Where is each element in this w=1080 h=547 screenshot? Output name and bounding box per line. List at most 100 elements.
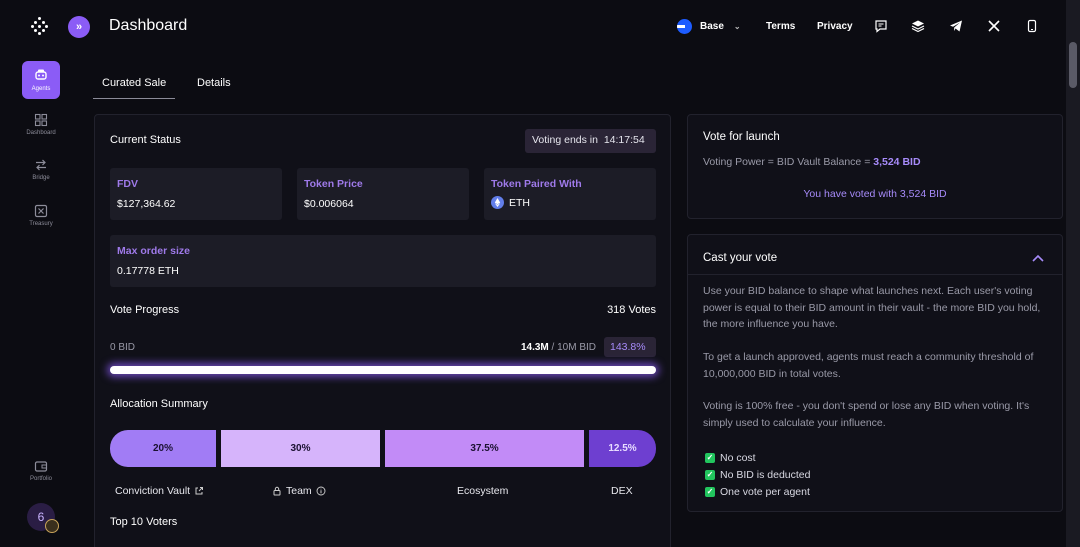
- checkbox-checked-icon: ✓: [705, 469, 715, 480]
- sidebar-item-treasury[interactable]: Treasury: [0, 204, 82, 227]
- sidebar-item-label: Portfolio: [29, 476, 52, 482]
- fdv-value: $127,364.62: [117, 198, 176, 210]
- tab-details[interactable]: Details: [197, 77, 231, 89]
- max-order-value: 0.17778 ETH: [117, 265, 179, 277]
- token-paired-label: Token Paired With: [491, 178, 582, 190]
- wallet-icon: [34, 461, 48, 472]
- sidebar-item-label: Bridge: [32, 175, 50, 181]
- active-tab-indicator: [93, 98, 175, 99]
- segment-label: Conviction Vault: [115, 485, 191, 497]
- checkbox-checked-icon: ✓: [705, 452, 715, 463]
- cast-vote-card: [687, 234, 1063, 512]
- tab-curated-sale[interactable]: Curated Sale: [102, 77, 167, 89]
- allocation-segment-ecosystem: 37.5%: [385, 430, 584, 467]
- double-chevron-right-icon: »: [75, 21, 83, 33]
- voting-ends-time: 14:17:54: [603, 134, 645, 146]
- checklist: ✓ No cost ✓ No BID is deducted ✓ One vote p…: [705, 449, 810, 500]
- fdv-stat: FDV $127,364.62: [110, 168, 282, 220]
- sidebar-item-agents[interactable]: Agents: [0, 61, 82, 99]
- chevron-down-icon: ⌄: [733, 22, 741, 31]
- base-network-icon: [677, 19, 692, 34]
- checklist-item-label: No BID is deducted: [720, 468, 811, 481]
- token-price-label: Token Price: [304, 178, 363, 190]
- progress-target: / 10M BID: [551, 342, 596, 353]
- privacy-link[interactable]: Privacy: [817, 21, 853, 32]
- checklist-item: ✓ One vote per agent: [705, 483, 810, 500]
- checklist-item: ✓ No cost: [705, 449, 810, 466]
- divider: [687, 274, 1063, 275]
- allocation-segment-team: 30%: [221, 430, 380, 467]
- chat-icon[interactable]: [874, 19, 888, 33]
- scrollbar[interactable]: [1066, 0, 1080, 547]
- badge-icon: [45, 519, 59, 533]
- team-label: Team: [272, 485, 326, 497]
- progress-current: 14.3M: [520, 342, 549, 353]
- lock-icon: [273, 486, 281, 496]
- allocation-segment-conviction-vault: 20%: [110, 430, 216, 467]
- progress-percent-badge: 143.8%: [604, 337, 656, 357]
- token-paired-value: ETH: [509, 196, 530, 209]
- dex-label: DEX: [611, 485, 633, 497]
- network-name: Base: [700, 21, 724, 32]
- checklist-item-label: No cost: [720, 451, 756, 464]
- token-paired-stat: Token Paired With ETH: [484, 168, 656, 220]
- vote-progress-title: Vote Progress: [110, 304, 180, 316]
- cast-vote-paragraph-3: Voting is 100% free - you don't spend or…: [703, 400, 1030, 429]
- cast-vote-title: Cast your vote: [703, 252, 778, 264]
- scrollbar-thumb[interactable]: [1069, 42, 1077, 88]
- expand-sidebar-button[interactable]: »: [68, 16, 90, 38]
- voting-power-label: Voting Power = BID Vault Balance =: [703, 156, 871, 168]
- allocation-summary-title: Allocation Summary: [110, 398, 208, 410]
- checkbox-checked-icon: ✓: [705, 486, 715, 497]
- allocation-segment-dex: 12.5%: [589, 430, 656, 467]
- voting-countdown: Voting ends in 14:17:54: [525, 129, 656, 153]
- voting-ends-label: Voting ends in: [532, 134, 598, 146]
- sidebar-item-label: Agents: [31, 86, 51, 92]
- telegram-icon[interactable]: [949, 19, 963, 33]
- swap-arrows-icon: [36, 159, 46, 171]
- vote-for-launch-title: Vote for launch: [703, 131, 780, 143]
- sidebar: Agents Dashboard Bridge Treasury Portfol…: [0, 0, 82, 547]
- progress-fill: [110, 366, 656, 374]
- token-paired-row: ETH: [491, 196, 530, 209]
- external-link-icon[interactable]: [194, 486, 204, 496]
- progress-min-label: 0 BID: [110, 342, 136, 353]
- sidebar-item-dashboard[interactable]: Dashboard: [0, 113, 82, 136]
- ethereum-icon: [491, 196, 504, 209]
- x-twitter-icon[interactable]: [987, 19, 1001, 33]
- max-order-stat: Max order size 0.17778 ETH: [110, 235, 656, 287]
- checklist-item-label: One vote per agent: [720, 485, 810, 498]
- sidebar-item-bridge[interactable]: Bridge: [0, 158, 82, 181]
- chevron-up-icon[interactable]: [1032, 254, 1044, 262]
- page-title: Dashboard: [109, 17, 188, 34]
- vote-count: 318 Votes: [607, 304, 656, 316]
- app-logo-icon[interactable]: [31, 17, 49, 35]
- sidebar-item-label: Treasury: [29, 221, 53, 227]
- sidebar-item-label: Dashboard: [26, 130, 56, 136]
- token-price-value: $0.006064: [304, 198, 354, 210]
- docs-stack-icon[interactable]: [911, 19, 925, 33]
- sidebar-item-portfolio[interactable]: Portfolio: [0, 459, 82, 482]
- progress-amount: 14.3M / 10M BID: [521, 342, 596, 353]
- network-selector[interactable]: Base ⌄: [677, 19, 741, 34]
- token-price-stat: Token Price $0.006064: [297, 168, 469, 220]
- agent-icon: [35, 69, 47, 80]
- grid-icon: [34, 113, 48, 127]
- phone-icon[interactable]: [1025, 19, 1039, 33]
- current-status-title: Current Status: [110, 134, 181, 146]
- segment-label: Team: [286, 485, 312, 497]
- top-voters-title: Top 10 Voters: [110, 516, 178, 528]
- conviction-vault-label: Conviction Vault: [115, 485, 204, 497]
- terms-link[interactable]: Terms: [766, 21, 796, 32]
- checklist-item: ✓ No BID is deducted: [705, 466, 810, 483]
- voted-message: You have voted with 3,524 BID: [803, 188, 947, 200]
- voting-power-row: Voting Power = BID Vault Balance = 3,524…: [703, 156, 921, 168]
- header: » Dashboard Base ⌄ Terms Privacy: [68, 0, 1066, 54]
- voting-power-value: 3,524 BID: [873, 156, 921, 168]
- fdv-label: FDV: [117, 178, 138, 190]
- ecosystem-label: Ecosystem: [457, 485, 509, 497]
- cast-vote-paragraph-1: Use your BID balance to shape what launc…: [703, 285, 1041, 330]
- treasury-box-icon: [34, 204, 48, 218]
- info-icon[interactable]: [316, 486, 326, 496]
- vote-for-launch-card: [687, 114, 1063, 219]
